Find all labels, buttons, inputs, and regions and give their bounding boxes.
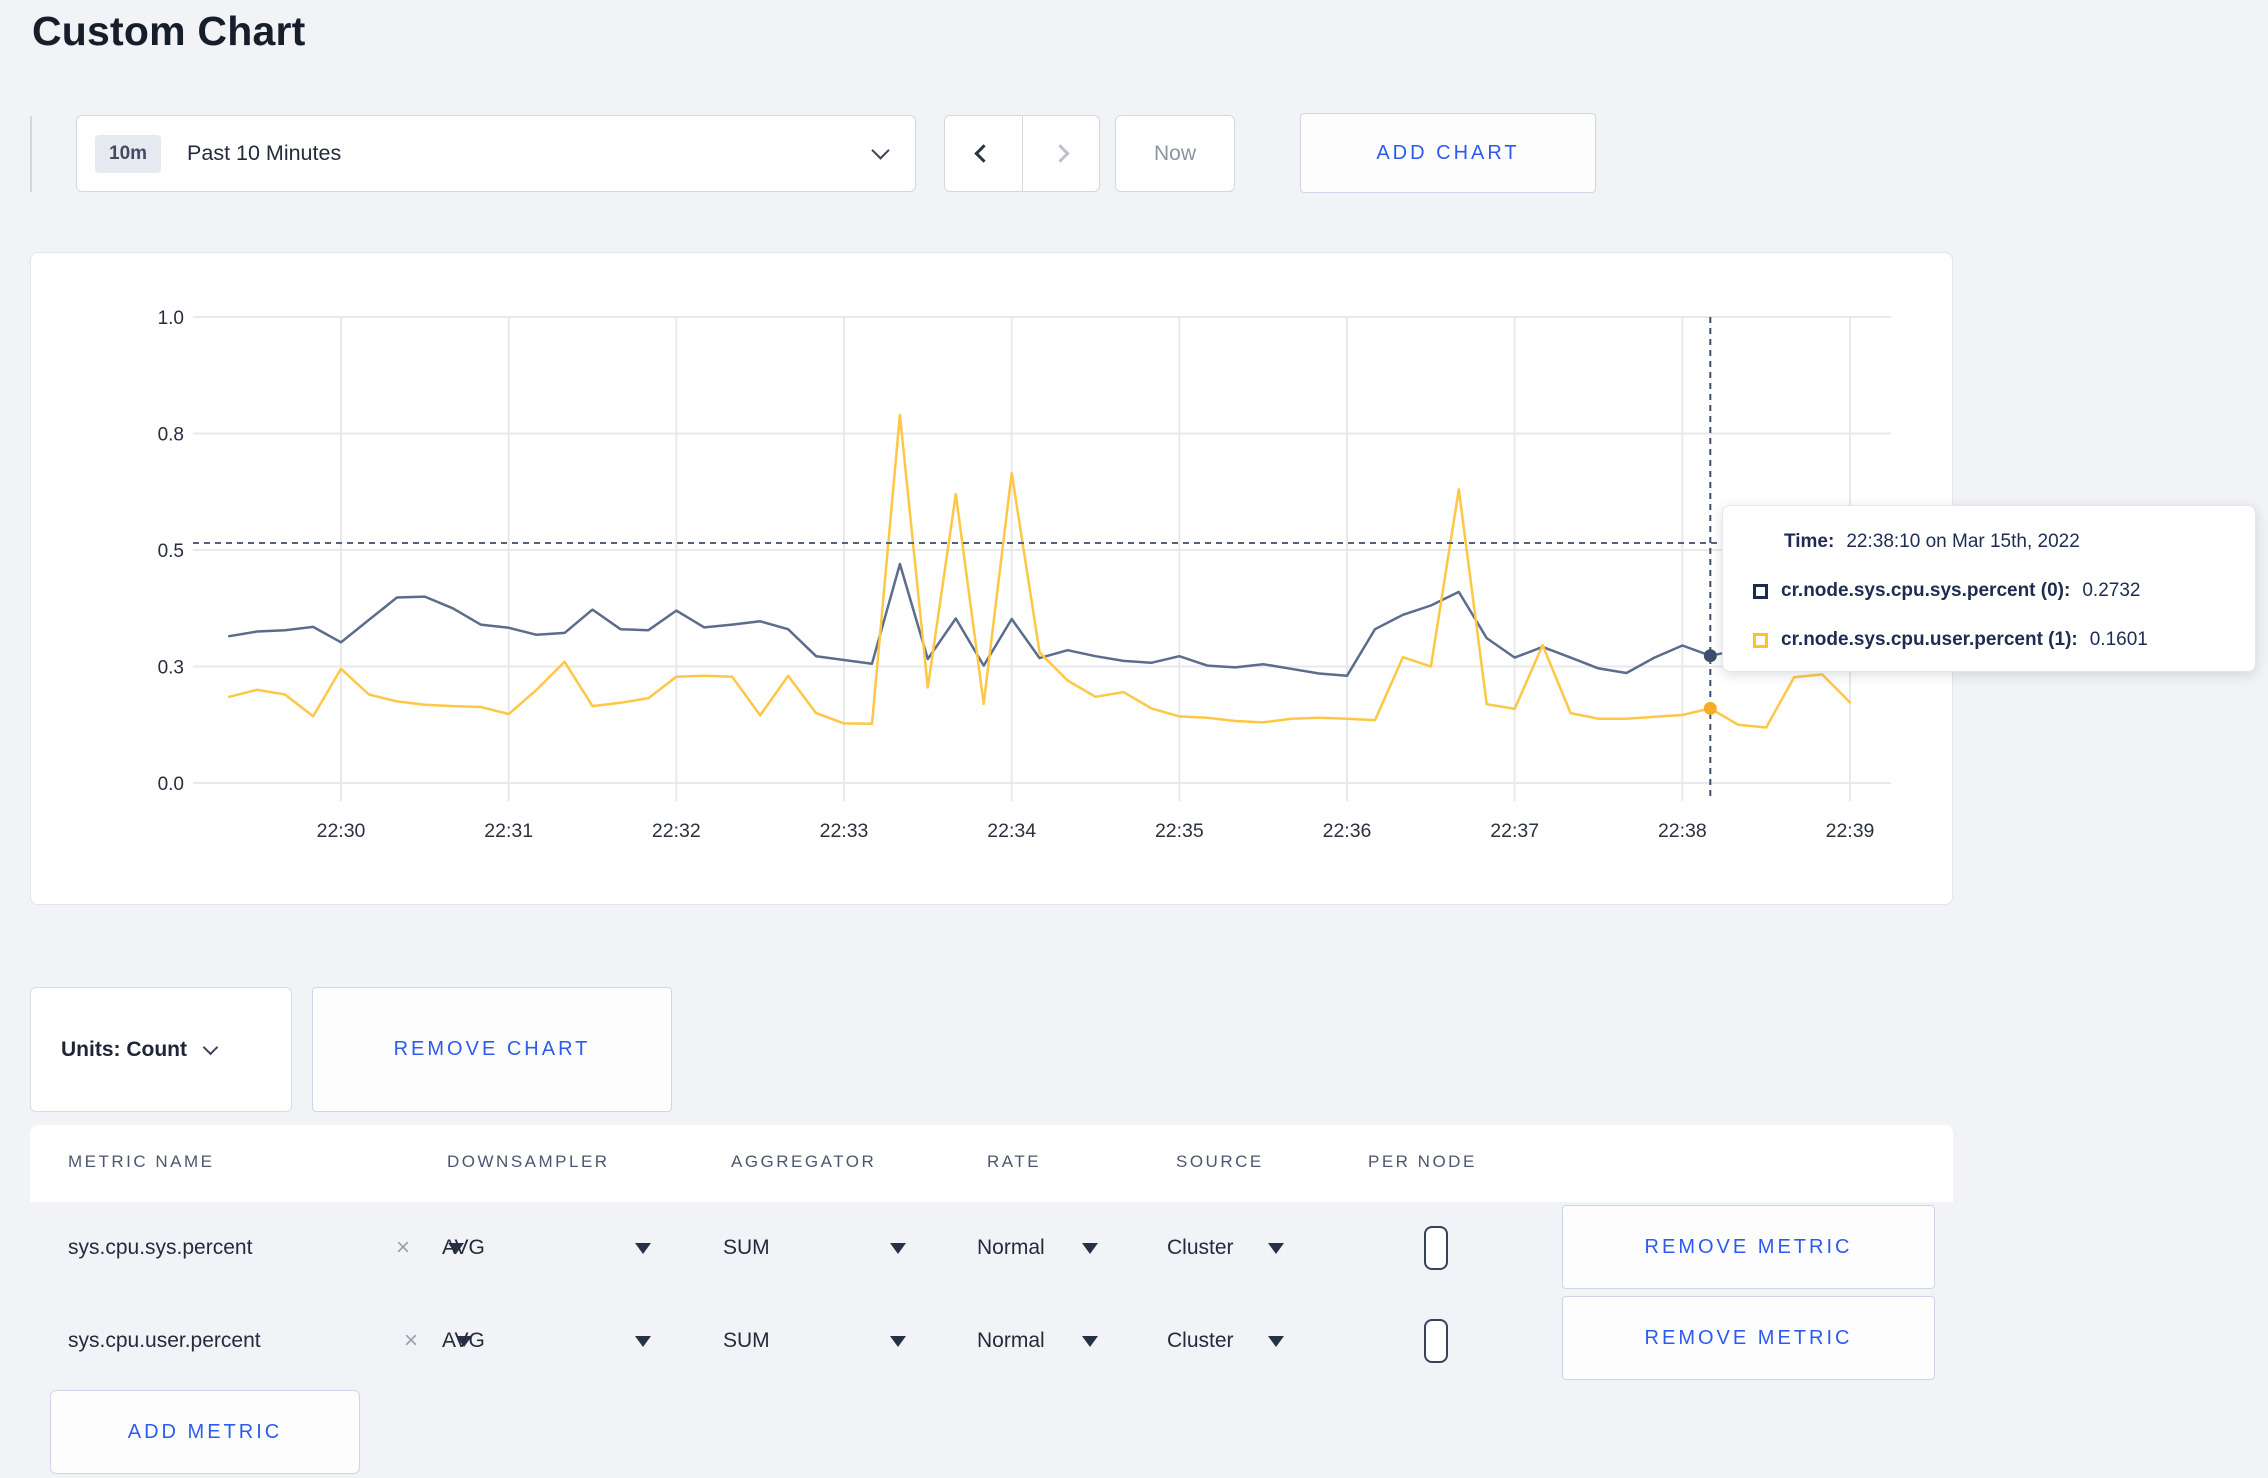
svg-text:0.8: 0.8	[158, 425, 184, 446]
aggregator-select[interactable]: SUM	[723, 1329, 770, 1352]
source-select[interactable]: Cluster	[1167, 1236, 1234, 1259]
chart-tooltip: Time: 22:38:10 on Mar 15th, 2022 cr.node…	[1722, 505, 2256, 672]
svg-text:1.0: 1.0	[158, 308, 184, 329]
downsampler-arrow-icon[interactable]	[635, 1336, 651, 1347]
series-sys-swatch-icon	[1753, 583, 1768, 599]
now-button[interactable]: Now	[1115, 115, 1235, 192]
time-nav-group	[944, 115, 1100, 192]
tooltip-time-value: 22:38:10 on Mar 15th, 2022	[1846, 531, 2080, 552]
source-arrow-icon[interactable]	[1268, 1336, 1284, 1347]
downsampler-select[interactable]: AVG	[442, 1236, 485, 1259]
svg-text:22:39: 22:39	[1826, 820, 1875, 842]
clear-metric-icon[interactable]: ×	[404, 1327, 419, 1354]
col-header-source: SOURCE	[1176, 1152, 1264, 1171]
svg-text:22:33: 22:33	[820, 820, 869, 842]
series-user-swatch-icon	[1753, 632, 1768, 648]
tooltip-time-row: Time: 22:38:10 on Mar 15th, 2022	[1753, 531, 2231, 553]
metric-name-value: sys.cpu.user.percent	[68, 1329, 261, 1352]
time-range-dropdown[interactable]: 10m Past 10 Minutes	[76, 115, 916, 192]
svg-text:22:30: 22:30	[317, 820, 366, 842]
svg-text:22:36: 22:36	[1323, 820, 1372, 842]
rate-arrow-icon[interactable]	[1082, 1243, 1098, 1254]
svg-text:22:31: 22:31	[484, 820, 533, 842]
tooltip-series-value: 0.2732	[2082, 580, 2141, 601]
rate-select[interactable]: Normal	[977, 1329, 1045, 1352]
svg-text:22:38: 22:38	[1658, 820, 1707, 842]
tooltip-series-row: cr.node.sys.cpu.sys.percent (0): 0.2732	[1753, 580, 2231, 602]
svg-text:0.3: 0.3	[158, 658, 184, 679]
svg-text:0.0: 0.0	[158, 774, 184, 795]
units-dropdown[interactable]: Units: Count	[30, 987, 292, 1112]
svg-text:22:32: 22:32	[652, 820, 701, 842]
units-label: Units: Count	[61, 1037, 187, 1061]
next-range-button[interactable]	[1021, 116, 1100, 191]
metric-dropdown-arrow-icon[interactable]	[448, 1243, 464, 1254]
chevron-down-icon	[202, 1039, 219, 1056]
prev-range-button[interactable]	[945, 116, 1022, 191]
chevron-right-icon	[1051, 144, 1070, 163]
remove-metric-button[interactable]: REMOVE METRIC	[1562, 1205, 1935, 1289]
svg-text:22:34: 22:34	[987, 820, 1036, 842]
chevron-down-icon	[871, 141, 890, 160]
clear-metric-icon[interactable]: ×	[396, 1234, 411, 1261]
tooltip-time-label: Time:	[1784, 531, 1835, 552]
chevron-left-icon	[974, 144, 993, 163]
col-header-downsampler: DOWNSAMPLER	[447, 1152, 610, 1171]
col-header-aggregator: AGGREGATOR	[731, 1152, 877, 1171]
aggregator-select[interactable]: SUM	[723, 1236, 770, 1259]
tooltip-series-label: cr.node.sys.cpu.sys.percent (0):	[1781, 580, 2071, 601]
timeseries-chart[interactable]: 1.0 0.8 0.5 0.3 0.0 22:30 22:31 22:32 22:33 22:34…	[31, 253, 1952, 904]
col-header-metric-name: METRIC NAME	[68, 1152, 215, 1171]
tooltip-series-row: cr.node.sys.cpu.user.percent (1): 0.1601	[1753, 629, 2231, 651]
tooltip-series-label: cr.node.sys.cpu.user.percent (1):	[1781, 629, 2078, 650]
tooltip-series-value: 0.1601	[2089, 629, 2148, 650]
chart-card: 1.0 0.8 0.5 0.3 0.0 22:30 22:31 22:32 22:33 22:34…	[30, 252, 1953, 905]
source-select[interactable]: Cluster	[1167, 1329, 1234, 1352]
aggregator-arrow-icon[interactable]	[890, 1243, 906, 1254]
per-node-checkbox[interactable]	[1424, 1226, 1448, 1270]
toolbar-left-divider	[30, 116, 32, 192]
add-chart-button[interactable]: ADD CHART	[1300, 113, 1596, 193]
metric-dropdown-arrow-icon[interactable]	[456, 1336, 472, 1347]
col-header-rate: RATE	[987, 1152, 1042, 1171]
svg-text:22:35: 22:35	[1155, 820, 1204, 842]
svg-text:0.5: 0.5	[158, 541, 184, 562]
metric-name-value: sys.cpu.sys.percent	[68, 1236, 253, 1259]
downsampler-select[interactable]: AVG	[442, 1329, 485, 1352]
add-metric-button[interactable]: ADD METRIC	[50, 1390, 360, 1474]
source-arrow-icon[interactable]	[1268, 1243, 1284, 1254]
aggregator-arrow-icon[interactable]	[890, 1336, 906, 1347]
rate-arrow-icon[interactable]	[1082, 1336, 1098, 1347]
time-range-badge: 10m	[95, 134, 162, 173]
metrics-table-header	[30, 1125, 1953, 1202]
remove-metric-button[interactable]: REMOVE METRIC	[1562, 1296, 1935, 1380]
rate-select[interactable]: Normal	[977, 1236, 1045, 1259]
per-node-checkbox[interactable]	[1424, 1319, 1448, 1363]
svg-text:22:37: 22:37	[1490, 820, 1539, 842]
remove-chart-button[interactable]: REMOVE CHART	[312, 987, 672, 1112]
downsampler-arrow-icon[interactable]	[635, 1243, 651, 1254]
col-header-per-node: PER NODE	[1368, 1152, 1477, 1171]
time-range-label: Past 10 Minutes	[187, 141, 342, 165]
page-title: Custom Chart	[32, 8, 306, 54]
